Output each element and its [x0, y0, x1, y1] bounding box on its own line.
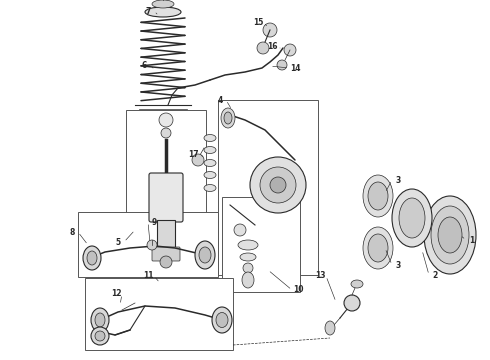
Ellipse shape — [204, 147, 216, 153]
Ellipse shape — [95, 331, 105, 341]
Ellipse shape — [399, 198, 425, 238]
Text: 4: 4 — [218, 95, 222, 104]
Text: 15: 15 — [253, 18, 263, 27]
Circle shape — [160, 256, 172, 268]
Circle shape — [284, 44, 296, 56]
Ellipse shape — [83, 246, 101, 270]
Bar — [157, 220, 175, 250]
FancyBboxPatch shape — [149, 173, 183, 222]
Ellipse shape — [438, 217, 462, 253]
Circle shape — [270, 177, 286, 193]
Bar — [78, 212, 218, 277]
Ellipse shape — [238, 240, 258, 250]
Text: 12: 12 — [111, 289, 121, 298]
Text: 3: 3 — [395, 176, 401, 185]
Text: 10: 10 — [293, 285, 303, 294]
Text: 3: 3 — [395, 261, 401, 270]
Ellipse shape — [87, 251, 97, 265]
Ellipse shape — [242, 272, 254, 288]
Text: 13: 13 — [315, 271, 325, 280]
Ellipse shape — [195, 241, 215, 269]
FancyBboxPatch shape — [152, 247, 180, 261]
Text: 11: 11 — [143, 271, 153, 280]
Text: 2: 2 — [432, 270, 438, 279]
Ellipse shape — [368, 182, 388, 210]
Text: 1: 1 — [469, 235, 475, 244]
Ellipse shape — [392, 189, 432, 247]
Bar — [126, 110, 206, 265]
Bar — [218, 100, 318, 275]
Circle shape — [260, 167, 296, 203]
Ellipse shape — [240, 253, 256, 261]
Ellipse shape — [152, 0, 174, 8]
Text: 7: 7 — [146, 6, 151, 15]
Text: 14: 14 — [290, 63, 300, 72]
Text: 8: 8 — [69, 228, 74, 237]
Ellipse shape — [199, 247, 211, 263]
Circle shape — [277, 60, 287, 70]
Text: 17: 17 — [188, 149, 198, 158]
Text: 6: 6 — [142, 60, 147, 69]
Ellipse shape — [216, 312, 228, 328]
Ellipse shape — [204, 185, 216, 192]
Text: 5: 5 — [116, 238, 121, 247]
Ellipse shape — [204, 159, 216, 166]
Bar — [222, 197, 300, 292]
Ellipse shape — [221, 108, 235, 128]
Circle shape — [257, 42, 269, 54]
Ellipse shape — [363, 175, 393, 217]
Circle shape — [243, 263, 253, 273]
Ellipse shape — [204, 135, 216, 141]
Text: 9: 9 — [151, 217, 157, 226]
Circle shape — [234, 224, 246, 236]
Ellipse shape — [91, 308, 109, 332]
Ellipse shape — [424, 196, 476, 274]
Circle shape — [161, 128, 171, 138]
Ellipse shape — [368, 234, 388, 262]
Ellipse shape — [363, 227, 393, 269]
Ellipse shape — [95, 313, 105, 327]
Circle shape — [344, 295, 360, 311]
Circle shape — [250, 157, 306, 213]
Ellipse shape — [224, 112, 232, 124]
Bar — [85, 278, 233, 350]
Circle shape — [192, 154, 204, 166]
Ellipse shape — [212, 307, 232, 333]
Text: 16: 16 — [267, 41, 277, 50]
Ellipse shape — [204, 171, 216, 179]
Circle shape — [147, 240, 157, 250]
Ellipse shape — [145, 7, 181, 17]
Ellipse shape — [351, 280, 363, 288]
Ellipse shape — [325, 321, 335, 335]
Circle shape — [159, 113, 173, 127]
Circle shape — [263, 23, 277, 37]
Ellipse shape — [431, 206, 469, 264]
Ellipse shape — [91, 327, 109, 345]
